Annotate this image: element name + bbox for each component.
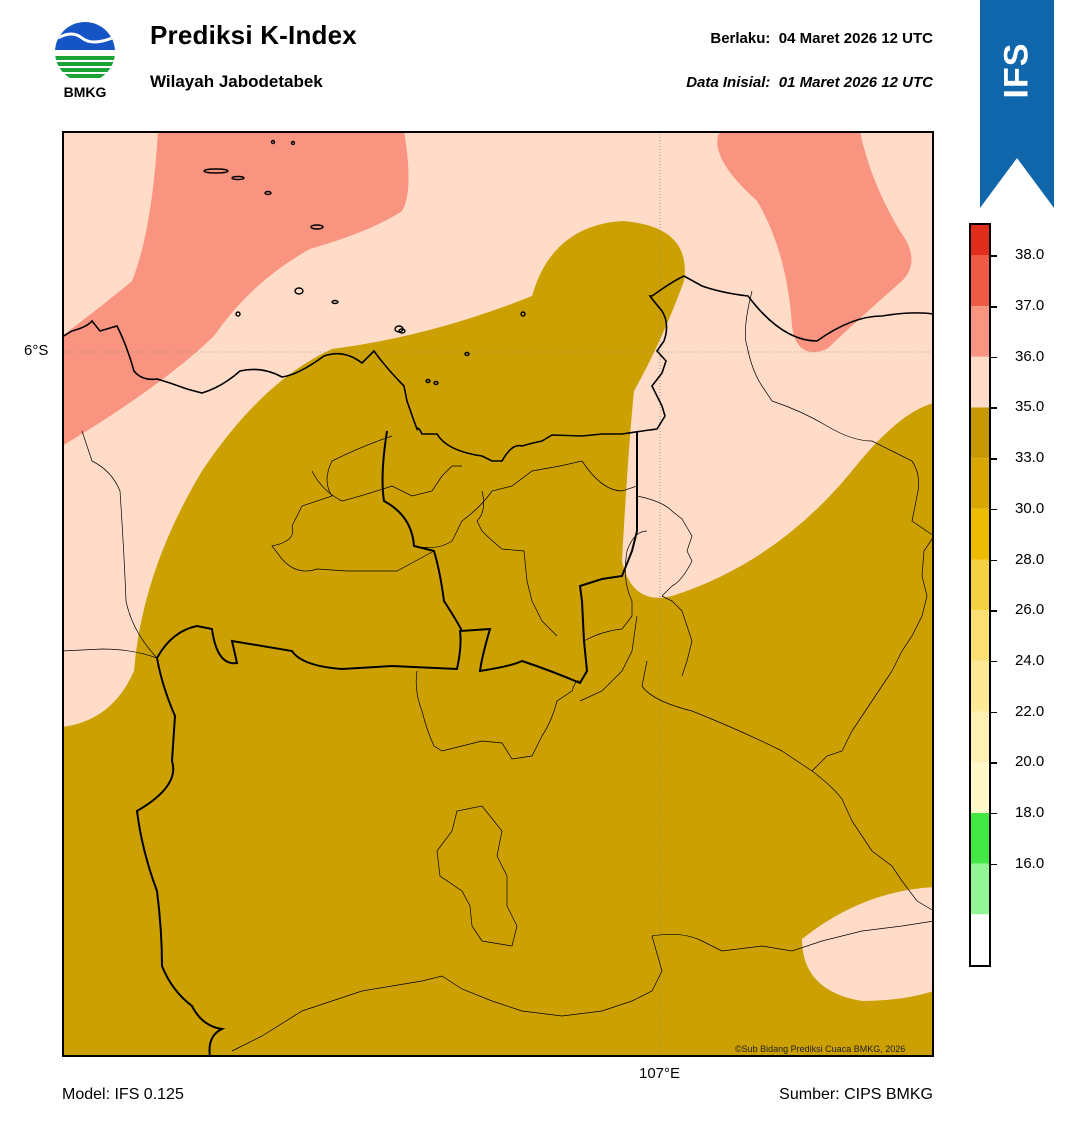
colorbar-tick-mark — [991, 559, 997, 562]
colorbar-tick-label: 26.0 — [1015, 601, 1045, 619]
islands — [203, 139, 526, 386]
colorbar-tick-label: 30.0 — [1015, 499, 1045, 517]
ribbon-text: IFS — [997, 42, 1036, 98]
init-time-line: Data Inisial: 01 Maret 2026 12 UTC — [686, 74, 933, 91]
colorbar-tick-label: 20.0 — [1015, 753, 1045, 771]
colorbar-segment — [971, 610, 989, 661]
colorbar-segment — [971, 225, 989, 256]
colorbar-segment — [971, 863, 989, 915]
colorbar-segment — [971, 407, 989, 459]
colorbar-tick-mark — [991, 306, 997, 308]
colorbar-segment — [971, 812, 989, 864]
model-label: Model: IFS 0.125 — [62, 1086, 184, 1103]
colorbar-tick-mark — [991, 458, 997, 460]
field-36-37-northwest — [62, 131, 409, 446]
colorbar-segment — [971, 711, 989, 763]
init-label: Data Inisial: — [686, 74, 771, 91]
colorbar-tick-mark — [991, 711, 997, 714]
map-frame — [62, 131, 934, 1057]
colorbar-tick-label: 38.0 — [1015, 246, 1045, 264]
valid-time: 04 Maret 2026 12 UTC — [778, 30, 933, 47]
colorbar-tick-mark — [991, 863, 997, 866]
colorbar-tick-label: 33.0 — [1015, 449, 1045, 467]
coastline — [62, 275, 934, 462]
colorbar-tick-mark — [991, 610, 997, 612]
colorbar-tick-label: 28.0 — [1015, 550, 1045, 568]
district-boundaries — [62, 290, 934, 1052]
colorbar-segment — [971, 559, 989, 611]
colorbar-segment — [971, 255, 989, 307]
colorbar-segment — [971, 762, 989, 813]
colorbar-tick-mark — [991, 356, 997, 359]
colorbar-tick-mark — [991, 508, 997, 511]
colorbar-tick-label: 22.0 — [1015, 702, 1045, 720]
colorbar-frame — [969, 223, 991, 967]
colorbar-segments — [969, 223, 991, 967]
bmkg-logo: BMKG — [52, 20, 118, 102]
colorbar-tick-mark — [991, 660, 997, 663]
colorbar-tick-mark — [991, 255, 997, 257]
region-subtitle: Wilayah Jabodetabek — [150, 72, 323, 91]
colorbar-segment — [971, 458, 989, 509]
page-title: Prediksi K-Index — [150, 20, 357, 50]
colorbar-segment — [971, 508, 989, 560]
valid-label: Berlaku: — [710, 30, 771, 47]
field-30-33 — [62, 221, 934, 1057]
colorbar-segment — [971, 306, 989, 357]
colorbar-segment — [971, 914, 989, 965]
colorbar-tick-label: 16.0 — [1015, 854, 1045, 872]
ribbon-shape — [980, 0, 1054, 208]
colorbar-tick-label: 37.0 — [1015, 297, 1045, 315]
bmkg-emblem-icon — [55, 22, 115, 78]
colorbar-segment — [971, 660, 989, 712]
lat-label: 6°S — [24, 342, 49, 359]
colorbar-tick-label: 24.0 — [1015, 651, 1045, 669]
logo-text: BMKG — [63, 84, 107, 100]
model-ribbon: IFS — [980, 0, 1054, 208]
colorbar-tick-mark — [991, 407, 997, 409]
valid-time-line: Berlaku: 04 Maret 2026 12 UTC — [710, 30, 933, 47]
colorbar-tick-label: 35.0 — [1015, 398, 1045, 416]
k-index-map — [62, 131, 934, 1057]
field-36-37-northeast — [717, 131, 912, 353]
init-time: 01 Maret 2026 12 UTC — [778, 74, 933, 91]
colorbar-tick-mark — [991, 762, 997, 764]
colorbar-tick-label: 36.0 — [1015, 347, 1045, 365]
colorbar-tick-label: 18.0 — [1015, 803, 1045, 821]
colorbar — [969, 223, 991, 967]
lon-label: 107°E — [639, 1065, 681, 1082]
map-canvas — [62, 131, 934, 1057]
colorbar-segment — [971, 356, 989, 408]
map-credit: ©Sub Bidang Prediksi Cuaca BMKG, 2026 — [735, 1044, 906, 1054]
source-label: Sumber: CIPS BMKG — [779, 1086, 933, 1103]
colorbar-tick-mark — [991, 812, 997, 815]
